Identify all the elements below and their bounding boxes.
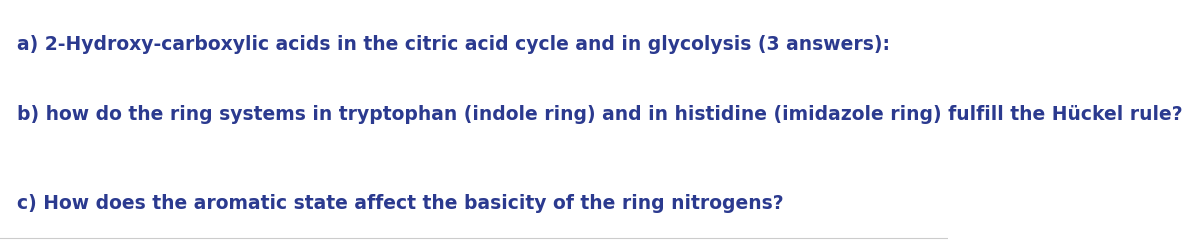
Text: c) How does the aromatic state affect the basicity of the ring nitrogens?: c) How does the aromatic state affect th…: [17, 194, 784, 213]
Text: b) how do the ring systems in tryptophan (indole ring) and in histidine (imidazo: b) how do the ring systems in tryptophan…: [17, 105, 1183, 124]
Text: a) 2-Hydroxy-carboxylic acids in the citric acid cycle and in glycolysis (3 answ: a) 2-Hydroxy-carboxylic acids in the cit…: [17, 35, 890, 54]
